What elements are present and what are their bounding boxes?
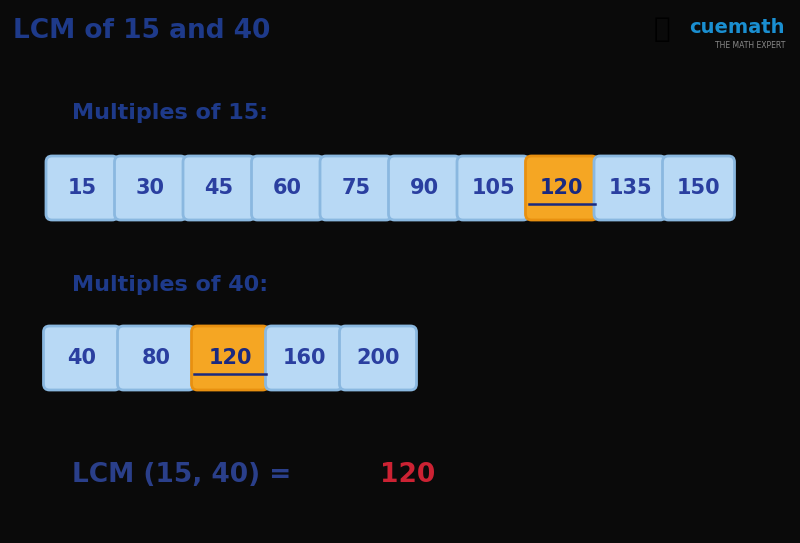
FancyBboxPatch shape xyxy=(251,156,323,220)
Text: 90: 90 xyxy=(410,178,439,198)
Text: 120: 120 xyxy=(208,348,252,368)
FancyBboxPatch shape xyxy=(457,156,529,220)
Text: cuemath: cuemath xyxy=(690,18,785,37)
FancyBboxPatch shape xyxy=(191,326,269,390)
Text: 150: 150 xyxy=(677,178,720,198)
Text: 15: 15 xyxy=(67,178,97,198)
FancyBboxPatch shape xyxy=(118,326,194,390)
Text: 105: 105 xyxy=(471,178,515,198)
Text: 120: 120 xyxy=(540,178,583,198)
Text: Multiples of 40:: Multiples of 40: xyxy=(72,275,268,295)
FancyBboxPatch shape xyxy=(43,326,121,390)
Text: 160: 160 xyxy=(282,348,326,368)
FancyBboxPatch shape xyxy=(526,156,598,220)
FancyBboxPatch shape xyxy=(46,156,118,220)
FancyBboxPatch shape xyxy=(266,326,342,390)
FancyBboxPatch shape xyxy=(389,156,461,220)
Text: LCM (15, 40) =: LCM (15, 40) = xyxy=(72,462,300,488)
Text: 135: 135 xyxy=(608,178,652,198)
FancyBboxPatch shape xyxy=(662,156,734,220)
Text: 30: 30 xyxy=(136,178,165,198)
Text: THE MATH EXPERT: THE MATH EXPERT xyxy=(714,41,785,50)
FancyBboxPatch shape xyxy=(339,326,417,390)
FancyBboxPatch shape xyxy=(114,156,186,220)
Text: 60: 60 xyxy=(273,178,302,198)
Text: 40: 40 xyxy=(67,348,97,368)
Text: Multiples of 15:: Multiples of 15: xyxy=(72,103,268,123)
Text: 80: 80 xyxy=(142,348,170,368)
Text: 🚀: 🚀 xyxy=(654,15,670,43)
FancyBboxPatch shape xyxy=(594,156,666,220)
Text: LCM of 15 and 40: LCM of 15 and 40 xyxy=(13,18,270,44)
Text: 200: 200 xyxy=(356,348,400,368)
Text: 45: 45 xyxy=(205,178,234,198)
FancyBboxPatch shape xyxy=(183,156,255,220)
FancyBboxPatch shape xyxy=(320,156,392,220)
Text: 75: 75 xyxy=(342,178,370,198)
Text: 120: 120 xyxy=(380,462,435,488)
